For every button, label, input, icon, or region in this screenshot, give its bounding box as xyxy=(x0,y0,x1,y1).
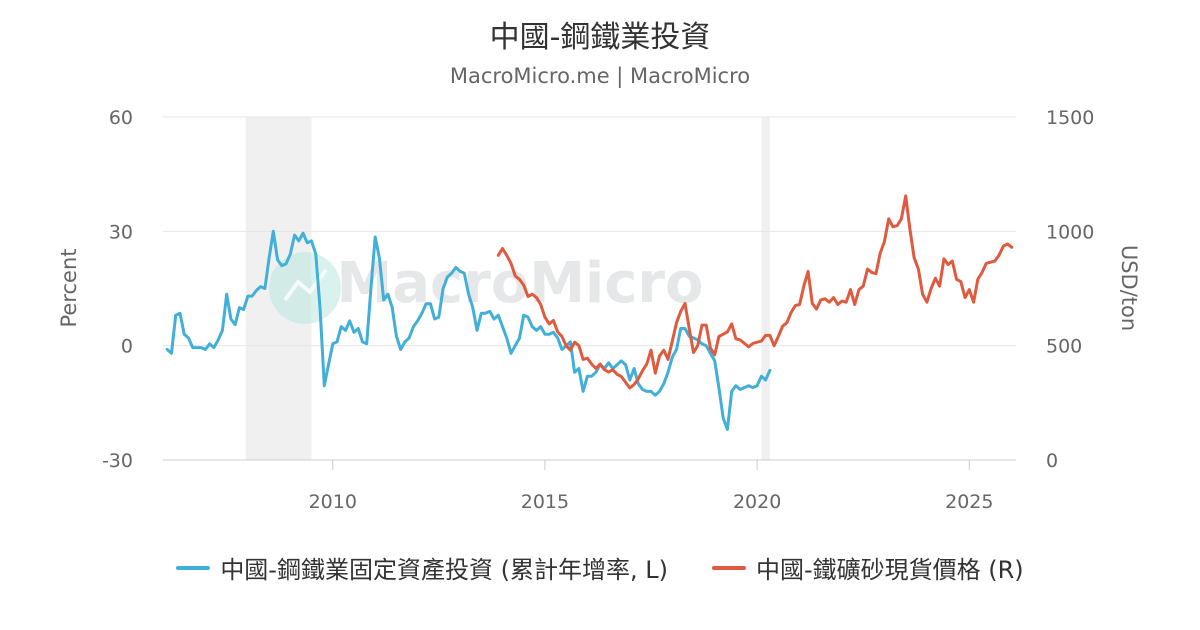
x-tick-label: 2020 xyxy=(733,491,781,513)
legend-swatch-series-2 xyxy=(711,565,746,570)
y-right-tick-label: 1500 xyxy=(1046,107,1094,129)
x-tick-label: 2025 xyxy=(945,491,993,513)
y-axis-right-ticks: 1500 1000 500 0 xyxy=(1046,107,1094,472)
watermark-text: MacroMicro xyxy=(336,251,703,316)
y-left-tick-label: 60 xyxy=(109,107,133,129)
y-axis-right-label: USD/ton xyxy=(1117,245,1141,331)
legend-item-series-1[interactable]: 中國-鋼鐵業固定資產投資 (累計年增率, L) xyxy=(176,550,668,585)
recession-band-2 xyxy=(761,117,770,460)
y-left-tick-label: 30 xyxy=(109,221,133,243)
y-right-tick-label: 0 xyxy=(1046,450,1058,472)
series-line-2[interactable] xyxy=(496,194,1014,390)
y-left-tick-label: 0 xyxy=(121,336,133,358)
y-axis-left-ticks: 60 30 0 -30 xyxy=(102,107,133,472)
chart-title: 中國-鋼鐵業投資 xyxy=(489,20,711,55)
legend-label-series-1: 中國-鋼鐵業固定資產投資 (累計年增率, L) xyxy=(220,556,668,584)
legend-item-series-2[interactable]: 中國-鐵礦砂現貨價格 (R) xyxy=(711,550,1024,585)
legend-swatch-series-1 xyxy=(176,565,211,570)
series-line-1[interactable] xyxy=(165,229,772,431)
y-right-tick-label: 500 xyxy=(1046,336,1082,358)
x-tick-label: 2010 xyxy=(309,491,357,513)
x-tick-label: 2015 xyxy=(521,491,569,513)
x-axis-ticks: 2010 2015 2020 2025 xyxy=(309,460,993,513)
chart-legend: 中國-鋼鐵業固定資產投資 (累計年增率, L) 中國-鐵礦砂現貨價格 (R) xyxy=(0,550,1200,585)
y-axis-left-label: Percent xyxy=(57,248,81,327)
chart-subtitle: MacroMicro.me | MacroMicro xyxy=(449,64,751,88)
series-lines xyxy=(165,194,1014,431)
legend-label-series-2: 中國-鐵礦砂現貨價格 (R) xyxy=(755,556,1024,584)
y-right-tick-label: 1000 xyxy=(1046,221,1094,243)
y-left-tick-label: -30 xyxy=(102,450,133,472)
